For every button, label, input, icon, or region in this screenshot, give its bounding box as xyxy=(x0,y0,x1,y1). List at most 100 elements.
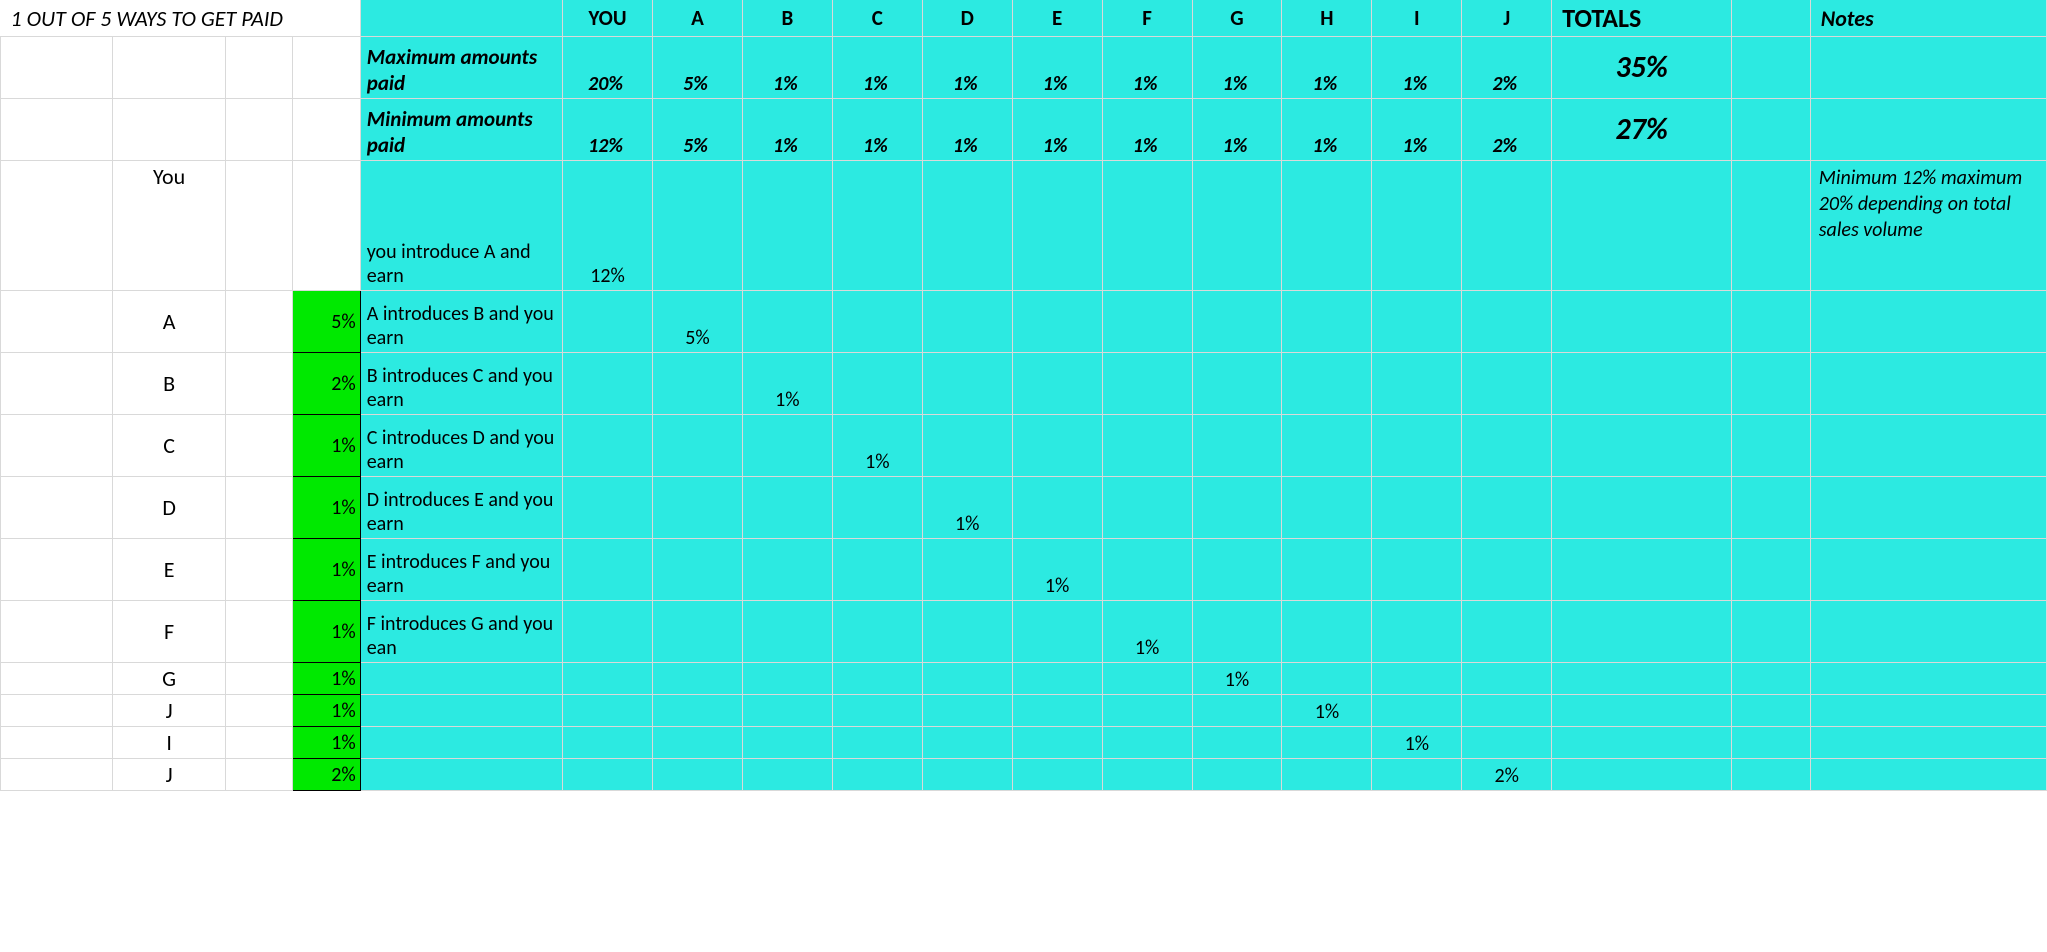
green-pct-2: 2% xyxy=(293,353,360,415)
cell-3-1 xyxy=(653,415,743,477)
cell-7-9 xyxy=(1372,663,1462,695)
row-note-5 xyxy=(1810,539,2046,601)
green-pct-9: 1% xyxy=(293,727,360,759)
max-row-label: Maximum amounts paid xyxy=(360,37,562,99)
cell-8-7 xyxy=(1192,695,1282,727)
row-note-2 xyxy=(1810,353,2046,415)
cell-1-9 xyxy=(1372,291,1462,353)
cell-7-6 xyxy=(1102,663,1192,695)
cell-5-8 xyxy=(1282,539,1372,601)
col-header-a: A xyxy=(653,0,743,37)
cell-3-10 xyxy=(1462,415,1552,477)
cell-2-7 xyxy=(1192,353,1282,415)
spreadsheet-root: 1 OUT OF 5 WAYS TO GET PAIDYOUABCDEFGHIJ… xyxy=(0,0,2047,791)
cell-1-7 xyxy=(1192,291,1282,353)
cell-9-0 xyxy=(563,727,653,759)
min-row-val-2: 1% xyxy=(742,99,832,161)
row-label-2: B xyxy=(113,353,225,415)
cell-8-10 xyxy=(1462,695,1552,727)
row-note-6 xyxy=(1810,601,2046,663)
row-label-9: I xyxy=(113,727,225,759)
cell-5-5: 1% xyxy=(1012,539,1102,601)
row-label-1: A xyxy=(113,291,225,353)
min-row-val-4: 1% xyxy=(922,99,1012,161)
min-row-val-7: 1% xyxy=(1192,99,1282,161)
min-row-label: Minimum amounts paid xyxy=(360,99,562,161)
max-row-val-2: 1% xyxy=(742,37,832,99)
cell-3-7 xyxy=(1192,415,1282,477)
cell-7-1 xyxy=(653,663,743,695)
cell-0-0: 12% xyxy=(563,161,653,291)
row-label-4: D xyxy=(113,477,225,539)
cell-0-8 xyxy=(1282,161,1372,291)
cell-1-5 xyxy=(1012,291,1102,353)
cell-8-1 xyxy=(653,695,743,727)
cell-5-9 xyxy=(1372,539,1462,601)
cell-3-6 xyxy=(1102,415,1192,477)
row-desc-4: D introduces E and you earn xyxy=(360,477,562,539)
green-pct-4: 1% xyxy=(293,477,360,539)
cell-2-10 xyxy=(1462,353,1552,415)
row-total-1 xyxy=(1552,291,1732,353)
max-row-total: 35% xyxy=(1552,37,1732,99)
cell-3-5 xyxy=(1012,415,1102,477)
cell-10-1 xyxy=(653,759,743,791)
row-note-9 xyxy=(1810,727,2046,759)
cell-4-10 xyxy=(1462,477,1552,539)
cell-3-9 xyxy=(1372,415,1462,477)
row-total-9 xyxy=(1552,727,1732,759)
cell-7-5 xyxy=(1012,663,1102,695)
col-header-i: I xyxy=(1372,0,1462,37)
cell-8-0 xyxy=(563,695,653,727)
max-row-val-6: 1% xyxy=(1102,37,1192,99)
cell-8-8: 1% xyxy=(1282,695,1372,727)
main-table: 1 OUT OF 5 WAYS TO GET PAIDYOUABCDEFGHIJ… xyxy=(0,0,2047,791)
row-note-3 xyxy=(1810,415,2046,477)
col-header-e: E xyxy=(1012,0,1102,37)
cell-9-5 xyxy=(1012,727,1102,759)
green-pct-1: 5% xyxy=(293,291,360,353)
cell-4-1 xyxy=(653,477,743,539)
cell-4-6 xyxy=(1102,477,1192,539)
row-desc-9 xyxy=(360,727,562,759)
row-label-6: F xyxy=(113,601,225,663)
row-total-5 xyxy=(1552,539,1732,601)
cell-2-6 xyxy=(1102,353,1192,415)
max-row-val-8: 1% xyxy=(1282,37,1372,99)
cell-2-1 xyxy=(653,353,743,415)
cell-9-4 xyxy=(922,727,1012,759)
row-desc-0: you introduce A and earn xyxy=(360,161,562,291)
cell-10-5 xyxy=(1012,759,1102,791)
row-desc-5: E introduces F and you earn xyxy=(360,539,562,601)
cell-5-3 xyxy=(832,539,922,601)
cell-0-1 xyxy=(653,161,743,291)
row-desc-8 xyxy=(360,695,562,727)
row-desc-7 xyxy=(360,663,562,695)
row-label-5: E xyxy=(113,539,225,601)
cell-3-2 xyxy=(742,415,832,477)
row-label-3: C xyxy=(113,415,225,477)
cell-0-10 xyxy=(1462,161,1552,291)
cell-4-9 xyxy=(1372,477,1462,539)
cell-3-8 xyxy=(1282,415,1372,477)
row-total-8 xyxy=(1552,695,1732,727)
cell-9-6 xyxy=(1102,727,1192,759)
col-header-b: B xyxy=(742,0,832,37)
row-total-4 xyxy=(1552,477,1732,539)
col-header-j: J xyxy=(1462,0,1552,37)
cell-8-2 xyxy=(742,695,832,727)
cell-4-3 xyxy=(832,477,922,539)
row-note-10 xyxy=(1810,759,2046,791)
min-row-val-0: 12% xyxy=(563,99,653,161)
green-pct-6: 1% xyxy=(293,601,360,663)
cell-5-2 xyxy=(742,539,832,601)
max-row-val-3: 1% xyxy=(832,37,922,99)
cell-6-3 xyxy=(832,601,922,663)
cell-7-7: 1% xyxy=(1192,663,1282,695)
cell-7-8 xyxy=(1282,663,1372,695)
cell-1-8 xyxy=(1282,291,1372,353)
max-row-val-5: 1% xyxy=(1012,37,1102,99)
cell-10-8 xyxy=(1282,759,1372,791)
cell-2-3 xyxy=(832,353,922,415)
max-row-val-4: 1% xyxy=(922,37,1012,99)
